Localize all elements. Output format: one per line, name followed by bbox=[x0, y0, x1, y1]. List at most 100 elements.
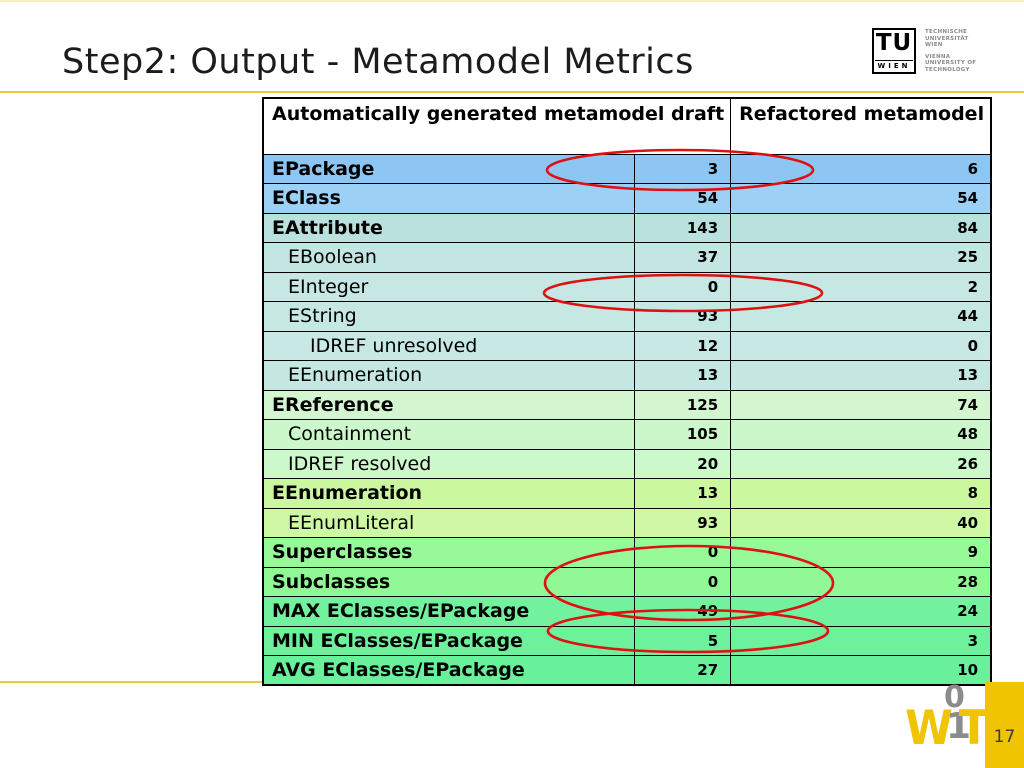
draft-value: 0 bbox=[634, 537, 732, 568]
refactored-value: 84 bbox=[730, 212, 992, 243]
row-label: IDREF unresolved bbox=[262, 330, 636, 361]
table-row: AVG EClasses/EPackage 27 10 bbox=[262, 655, 992, 686]
draft-value: 54 bbox=[634, 183, 732, 214]
wit-logo: W 0 1 T bbox=[903, 683, 991, 765]
table-row: MAX EClasses/EPackage 49 24 bbox=[262, 596, 992, 627]
tu-wien-logo: TU WIEN TECHNISCHE UNIVERSITÄT WIEN VIEN… bbox=[872, 28, 976, 74]
tu-logo-text-line: UNIVERSITÄT bbox=[925, 35, 969, 42]
tu-logo-text-line: WIEN bbox=[925, 42, 943, 48]
refactored-value: 25 bbox=[730, 242, 992, 273]
table-row: Superclasses 0 9 bbox=[262, 537, 992, 568]
refactored-value: 28 bbox=[730, 566, 992, 597]
page-number: 17 bbox=[993, 727, 1016, 747]
page-title: Step2: Output - Metamodel Metrics bbox=[62, 42, 694, 82]
draft-value: 13 bbox=[634, 478, 732, 509]
table-row: MIN EClasses/EPackage 5 3 bbox=[262, 625, 992, 656]
metrics-table-body: EPackage 3 6 EClass 54 54 EAttribute 143 84 EBool… bbox=[262, 153, 992, 686]
table-row: EEnumeration 13 13 bbox=[262, 360, 992, 391]
table-row: EAttribute 143 84 bbox=[262, 212, 992, 243]
tu-logo-text-line: UNIVERSITY OF bbox=[925, 60, 977, 66]
table-header-row: Automatically generated metamodel draft … bbox=[262, 97, 992, 155]
draft-value: 0 bbox=[634, 271, 732, 302]
tu-logo-text-line: VIENNA bbox=[925, 53, 951, 60]
draft-value: 49 bbox=[634, 596, 732, 627]
metrics-table: Automatically generated metamodel draft … bbox=[262, 97, 993, 686]
row-label: EReference bbox=[262, 389, 636, 420]
table-row: EReference 125 74 bbox=[262, 389, 992, 420]
table-row: IDREF resolved 20 26 bbox=[262, 448, 992, 479]
draft-value: 13 bbox=[634, 360, 732, 391]
draft-value: 143 bbox=[634, 212, 732, 243]
draft-value: 27 bbox=[634, 655, 732, 686]
refactored-value: 6 bbox=[730, 153, 992, 184]
tu-logo-text-german: TECHNISCHE UNIVERSITÄT WIEN bbox=[925, 29, 976, 49]
refactored-value: 9 bbox=[730, 537, 992, 568]
refactored-value: 0 bbox=[730, 330, 992, 361]
row-label: EAttribute bbox=[262, 212, 636, 243]
table-row: Subclasses 0 28 bbox=[262, 566, 992, 597]
refactored-value: 8 bbox=[730, 478, 992, 509]
draft-value: 105 bbox=[634, 419, 732, 450]
refactored-value: 54 bbox=[730, 183, 992, 214]
draft-value: 12 bbox=[634, 330, 732, 361]
tu-logo-box: TU WIEN bbox=[872, 28, 916, 74]
row-label: EEnumeration bbox=[262, 478, 636, 509]
row-label: Subclasses bbox=[262, 566, 636, 597]
top-edge-line bbox=[0, 0, 1024, 2]
row-label: MAX EClasses/EPackage bbox=[262, 596, 636, 627]
refactored-value: 10 bbox=[730, 655, 992, 686]
row-label: AVG EClasses/EPackage bbox=[262, 655, 636, 686]
wit-logo-letter-t: T bbox=[958, 701, 990, 756]
wit-logo-digit-1: 1 bbox=[946, 706, 972, 747]
table-row: EEnumLiteral 93 40 bbox=[262, 507, 992, 538]
refactored-value: 48 bbox=[730, 419, 992, 450]
draft-value: 37 bbox=[634, 242, 732, 273]
tu-logo-text-english: VIENNA UNIVERSITY OF TECHNOLOGY bbox=[925, 54, 976, 74]
table-row: EEnumeration 13 8 bbox=[262, 478, 992, 509]
row-label: Superclasses bbox=[262, 537, 636, 568]
row-label: EEnumLiteral bbox=[262, 507, 636, 538]
top-accent-line bbox=[0, 91, 1024, 93]
table-row: EClass 54 54 bbox=[262, 183, 992, 214]
refactored-value: 2 bbox=[730, 271, 992, 302]
refactored-value: 26 bbox=[730, 448, 992, 479]
row-label: Containment bbox=[262, 419, 636, 450]
row-label: EString bbox=[262, 301, 636, 332]
refactored-value: 24 bbox=[730, 596, 992, 627]
draft-value: 93 bbox=[634, 301, 732, 332]
row-label: IDREF resolved bbox=[262, 448, 636, 479]
table-row: EBoolean 37 25 bbox=[262, 242, 992, 273]
table-row: Containment 105 48 bbox=[262, 419, 992, 450]
tu-logo-text: TECHNISCHE UNIVERSITÄT WIEN VIENNA UNIVE… bbox=[925, 28, 976, 74]
draft-value: 3 bbox=[634, 153, 732, 184]
draft-value: 5 bbox=[634, 625, 732, 656]
tu-logo-city: WIEN bbox=[875, 60, 913, 70]
table-row: EPackage 3 6 bbox=[262, 153, 992, 184]
refactored-value: 13 bbox=[730, 360, 992, 391]
draft-value: 0 bbox=[634, 566, 732, 597]
row-label: EBoolean bbox=[262, 242, 636, 273]
refactored-value: 3 bbox=[730, 625, 992, 656]
refactored-value: 74 bbox=[730, 389, 992, 420]
wit-logo-letter-w: W bbox=[905, 701, 953, 756]
tu-logo-acronym: TU bbox=[875, 30, 913, 56]
row-label: EClass bbox=[262, 183, 636, 214]
col-header-draft: Automatically generated metamodel draft bbox=[262, 97, 732, 155]
row-label: EInteger bbox=[262, 271, 636, 302]
table-row: EString 93 44 bbox=[262, 301, 992, 332]
wit-logo-digit-0: 0 bbox=[944, 680, 965, 715]
refactored-value: 40 bbox=[730, 507, 992, 538]
draft-value: 125 bbox=[634, 389, 732, 420]
row-label: EPackage bbox=[262, 153, 636, 184]
draft-value: 93 bbox=[634, 507, 732, 538]
refactored-value: 44 bbox=[730, 301, 992, 332]
row-label: MIN EClasses/EPackage bbox=[262, 625, 636, 656]
draft-value: 20 bbox=[634, 448, 732, 479]
table-row: EInteger 0 2 bbox=[262, 271, 992, 302]
table-row: IDREF unresolved 12 0 bbox=[262, 330, 992, 361]
page-number-box: 17 bbox=[985, 682, 1024, 768]
col-header-refactored: Refactored metamodel bbox=[730, 97, 992, 155]
row-label: EEnumeration bbox=[262, 360, 636, 391]
tu-logo-text-line: TECHNOLOGY bbox=[925, 66, 970, 73]
